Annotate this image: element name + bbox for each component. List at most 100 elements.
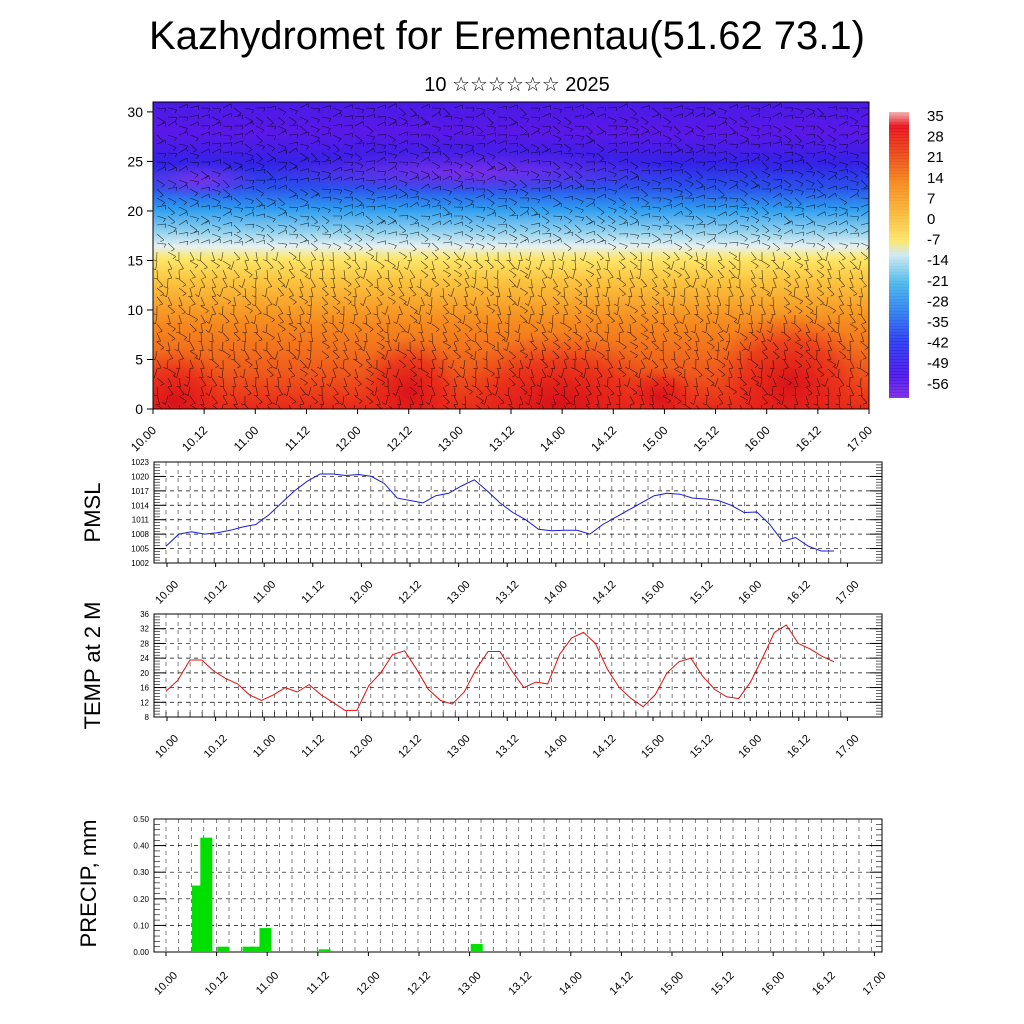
y-tick-label: 12 [140,698,149,707]
colorbar-label: 7 [927,190,935,207]
y-tick-label: 36 [140,610,149,619]
warm-core [355,315,465,409]
y-tick-label: 24 [140,654,149,663]
x-tick-label: 14.00 [557,970,585,998]
x-tick-label: 14.12 [608,970,636,998]
x-tick-label: 17.00 [834,733,862,761]
colorbar-label: 21 [927,149,944,166]
x-tick-label: 10.12 [202,579,230,607]
x-tick-label: 10.12 [202,733,230,761]
y-tick-label: 0.10 [133,921,149,930]
x-tick-label: 14.12 [588,423,619,454]
x-tick-label: 16.12 [785,579,813,607]
warm-core [153,325,235,409]
x-tick-label: 14.12 [591,733,619,761]
x-tick-label: 13.12 [506,970,534,998]
x-tick-label: 10.00 [152,970,180,998]
section-field [153,102,869,409]
y-tick-label: 20 [127,203,143,219]
colorbar-label: -7 [927,232,940,249]
y-tick-label: 1005 [131,545,149,554]
wind-barb-paths [153,103,869,409]
x-tick-label: 13.12 [493,579,521,607]
x-tick-label: 14.00 [537,423,568,454]
y-tick-label: 30 [127,104,143,120]
y-tick-label: 8 [145,713,150,722]
x-tick-label: 11.00 [251,733,278,760]
colorbar-gradient [889,112,909,398]
colorbar-label: -42 [927,335,949,352]
precip-bar [318,949,331,952]
y-tick-label: 16 [140,684,149,693]
series-line [165,624,835,711]
x-tick-label: 15.12 [691,423,722,454]
cross-section-panel: 0 5 10 15 20 25 30 10.00 10.12 11.00 11.12 12.00 12.… [127,101,875,454]
chart-title: Kazhydromet for Erementau(51.62 73.1) [149,14,865,58]
x-tick-label: 10.12 [203,970,231,998]
y-tick-label: 0.00 [133,948,149,957]
x-tick-label: 15.12 [688,733,716,761]
x-tick-label: 14.00 [542,579,570,607]
cold-core [153,162,260,198]
y-tick-label: 5 [135,351,143,367]
x-tick-label: 11.12 [282,423,313,454]
x-tick-label: 17.00 [834,579,862,607]
precip-bar [242,946,255,952]
x-tick-label: 10.12 [179,423,210,454]
x-tick-label: 12.00 [355,970,383,998]
y-axis-title: TEMP at 2 M [80,602,105,730]
series-line [165,473,834,552]
x-tick-label: 10.00 [153,733,181,761]
y-tick-label: 15 [127,252,143,268]
y-tick-label: 0.20 [133,895,149,904]
temp-panel: 8 12 16 20 24 28 32 36 10.00 10.12 11.00 11.12 12.00… [80,602,883,761]
precip-panel: 0.00 0.10 0.20 0.30 0.40 0.50 10.00 10.12 11.00 1… [76,815,889,998]
x-tick-label: 16.00 [736,733,764,761]
wind-barbs [153,103,869,409]
x-tick-label: 11.12 [305,970,332,997]
warm-core [450,305,670,409]
x-tick-label: 10.00 [128,423,159,454]
x-tick-label: 15.00 [658,970,686,998]
x-tick-label: 13.00 [445,579,473,607]
pmsl-panel: 1002 1005 1008 1011 1014 1017 1020 1023 10.00 10.… [80,458,883,607]
x-tick-label: 13.00 [456,970,484,998]
x-tick-label: 12.12 [396,579,424,607]
y-tick-label: 20 [140,669,149,678]
panel-frame [153,613,883,718]
x-tick-label: 16.12 [810,970,838,998]
x-tick-label: 12.00 [333,423,364,454]
x-tick-label: 12.12 [396,733,424,761]
x-tick-label: 14.00 [542,733,570,761]
colorbar-label: -21 [927,273,949,290]
precip-bar [200,837,213,952]
colorbar-label: -14 [927,252,949,269]
y-tick-label: 0.50 [133,815,149,824]
precip-bar [217,946,230,952]
x-tick-label: 12.00 [348,733,376,761]
colorbar-label: 28 [927,129,944,146]
y-tick-label: 1023 [131,458,149,467]
y-tick-label: 0.30 [133,868,149,877]
colorbar-label: 35 [927,108,944,125]
x-tick-label: 15.12 [688,579,716,607]
x-tick-label: 11.12 [300,733,327,760]
y-tick-label: 1002 [131,559,149,568]
x-tick-label: 17.00 [861,970,889,998]
x-tick-label: 15.00 [639,733,667,761]
x-tick-label: 14.12 [591,579,619,607]
x-tick-label: 12.00 [348,579,376,607]
precip-bar [259,928,272,952]
x-tick-label: 11.00 [254,970,281,997]
x-tick-label: 15.00 [639,423,670,454]
x-tick-label: 16.00 [742,423,773,454]
y-tick-label: 1014 [131,501,149,510]
x-tick-label: 15.12 [709,970,737,998]
x-tick-label: 12.12 [405,970,433,998]
x-tick-label: 16.00 [736,579,764,607]
precip-bar [251,946,263,952]
panel-frame [153,461,883,564]
y-tick-label: 25 [127,153,143,169]
x-tick-label: 11.00 [231,423,262,454]
y-tick-label: 1020 [131,472,149,481]
